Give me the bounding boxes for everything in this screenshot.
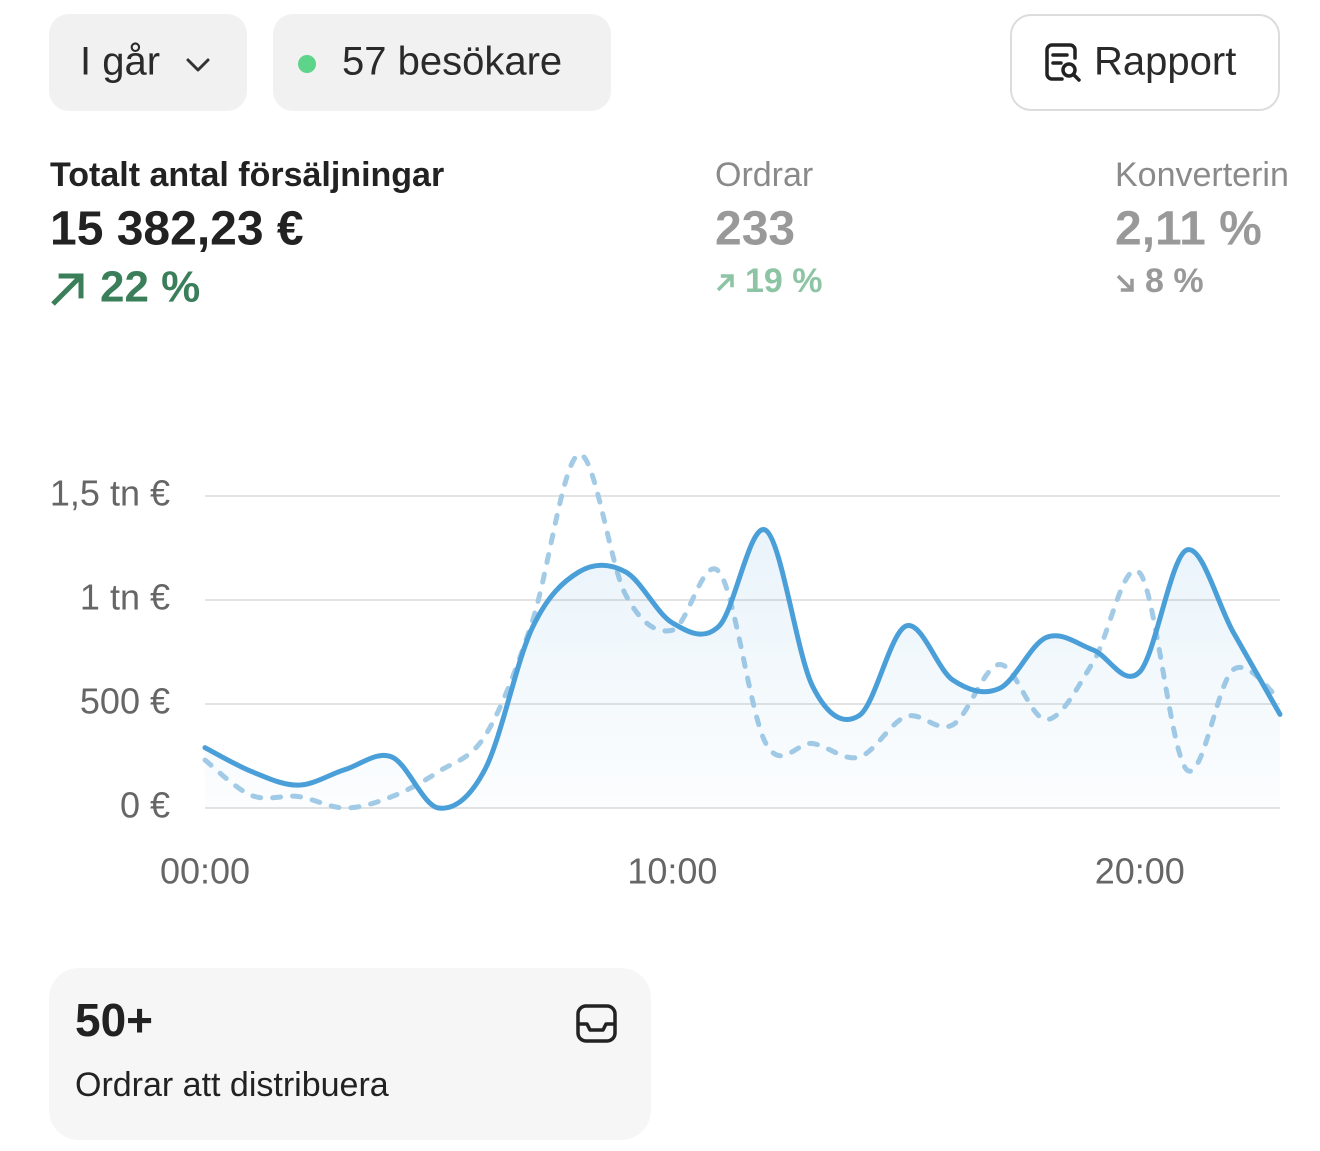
button-bg [1010,14,1280,111]
report-label: Rapport [1094,40,1236,84]
y-tick-label: 1,5 tn € [50,473,170,514]
button-bg [49,14,247,111]
metric-label: Totalt antal försäljningar [50,156,444,194]
period-button[interactable]: I går [49,14,247,111]
orders-card[interactable]: 50+ Ordrar att distribuera [49,968,651,1140]
metric-change: 22 % [100,263,200,312]
chevron-icon [186,58,210,72]
metrics: Totalt antal försäljningar 15 382,23 € 22 … [50,156,1289,312]
trend-arrow [716,274,734,292]
live-dot [298,55,316,73]
card-count: 50+ [75,994,153,1046]
chart: 0 € 500 € 1 tn € 1,5 tn € 00:00 10:00 20:00 [50,451,1283,892]
metric-value: 2,11 % [1115,203,1262,256]
metric-change: 19 % [745,262,823,300]
metric-change: 8 % [1145,262,1204,300]
button-bg [273,14,611,111]
period-label: I går [80,40,160,84]
metric-value: 233 [715,203,795,256]
trend-arrow [1116,274,1134,292]
inbox-icon [576,1004,617,1043]
metric-label: Konverterin [1115,156,1289,194]
y-tick-label: 0 € [120,785,170,826]
report-button[interactable]: Rapport [1010,14,1280,111]
series-line [202,527,1283,811]
metric-label: Ordrar [715,156,813,194]
visitors-button[interactable]: 57 besökare [273,14,611,111]
y-tick-label: 1 tn € [80,577,170,618]
visitors-label: 57 besökare [342,40,562,84]
x-tick-label: 20:00 [1095,851,1185,892]
area-fill [205,529,1280,809]
x-tick-label: 00:00 [160,851,250,892]
y-tick-label: 500 € [80,681,170,722]
card-bg [49,968,651,1140]
metric-value: 15 382,23 € [50,203,304,256]
trend-arrow [51,273,84,306]
card-label: Ordrar att distribuera [75,1066,389,1104]
report-icon [1045,43,1081,82]
x-tick-label: 10:00 [627,851,717,892]
